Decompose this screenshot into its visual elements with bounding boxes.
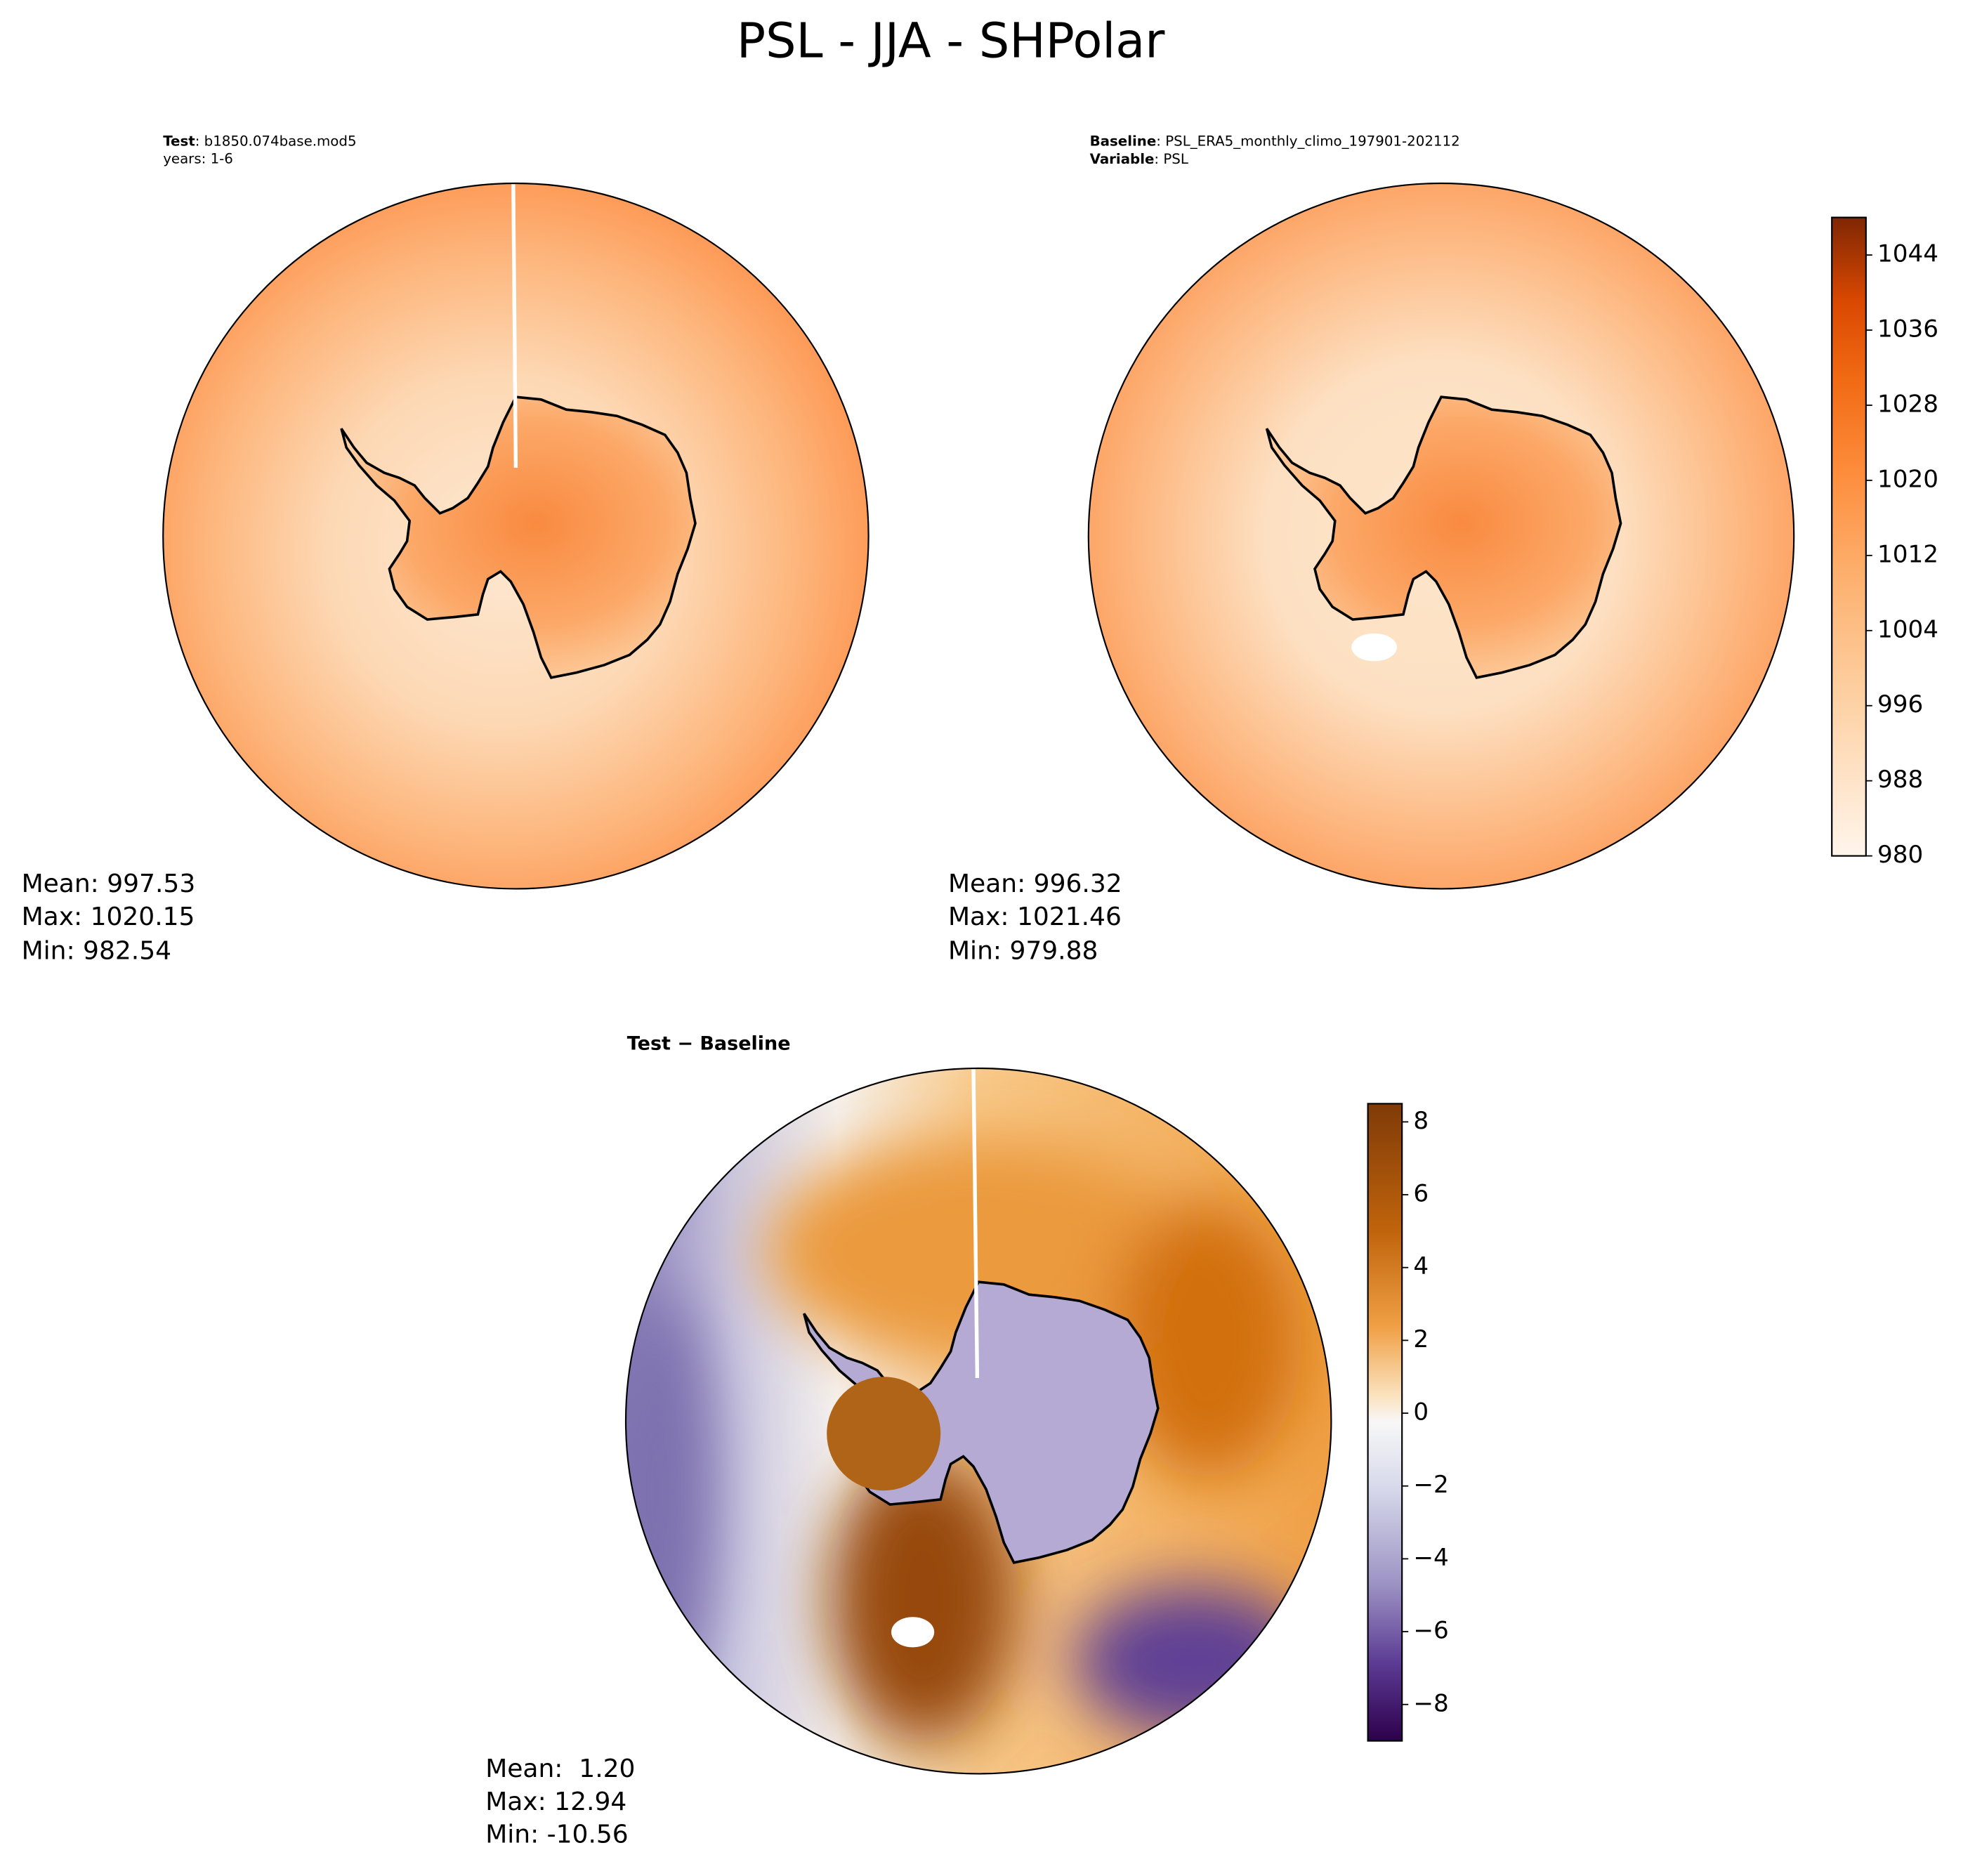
panel-header: Variable: PSL	[1090, 150, 1188, 166]
figure-content: PSL - JJA - SHPolar Test: b1850.074base.…	[22, 14, 1938, 1849]
stat: Mean: 997.53	[22, 870, 196, 898]
antarctica	[802, 1280, 1160, 1564]
colorbar-tick-label: 6	[1413, 1180, 1429, 1208]
panel-header: years: 1-6	[163, 150, 233, 166]
stat: Mean: 996.32	[948, 870, 1122, 898]
figure-title: PSL - JJA - SHPolar	[737, 14, 1165, 70]
header-text: : PSL	[1154, 150, 1188, 166]
seam	[971, 1068, 980, 1379]
colorbar-tick-label: −6	[1413, 1617, 1448, 1645]
map-boundary	[624, 1067, 1332, 1775]
panel-header: Baseline: PSL_ERA5_monthly_climo_197901-…	[1090, 133, 1460, 149]
stat: Min: 979.88	[948, 936, 1098, 965]
colorbar-tick-label: 980	[1877, 841, 1923, 869]
colorbar-tick-label: 4	[1413, 1252, 1429, 1280]
colorbar-tick-label: 1028	[1877, 390, 1938, 418]
map-boundary	[162, 182, 869, 890]
panel-header: Test − Baseline	[627, 1032, 791, 1054]
stat: Max: 12.94	[485, 1788, 626, 1816]
colorbar-tick-label: 1036	[1877, 315, 1938, 343]
header-key: Test	[163, 133, 195, 149]
stat: Max: 1021.46	[948, 903, 1122, 931]
colorbar-tick-label: −4	[1413, 1544, 1448, 1572]
colorbar-tick-label: 1004	[1877, 615, 1938, 643]
colorbar-tick-label: 1012	[1877, 540, 1938, 568]
colorbar-tick-label: 1020	[1877, 465, 1938, 493]
panel-header: Test: b1850.074base.mod5	[163, 133, 356, 149]
map-boundary	[1087, 182, 1795, 890]
colorbar	[1367, 1103, 1403, 1742]
colorbar-tick-label: −8	[1413, 1689, 1448, 1717]
colorbar-tick-label: 2	[1413, 1325, 1429, 1353]
header-key: Baseline	[1090, 133, 1157, 149]
missing-area	[1351, 633, 1397, 662]
header-text: : b1850.074base.mod5	[195, 133, 357, 149]
missing-area	[891, 1617, 935, 1648]
header-text: : PSL_ERA5_monthly_climo_197901-202112	[1156, 133, 1459, 149]
colorbar-tick-label: −2	[1413, 1471, 1448, 1499]
stat: Min: 982.54	[22, 936, 171, 965]
colorbar-tick-label: 8	[1413, 1107, 1429, 1135]
colorbar-tick-label: 1044	[1877, 240, 1938, 268]
stat: Max: 1020.15	[22, 903, 195, 931]
header-key: Variable	[1090, 150, 1155, 166]
colorbar-tick-label: 996	[1877, 690, 1923, 719]
stat: Mean: 1.20	[485, 1754, 635, 1783]
colorbar	[1831, 216, 1867, 857]
stat: Min: -10.56	[485, 1821, 629, 1849]
seam	[511, 183, 518, 468]
colorbar-tick-label: 0	[1413, 1398, 1429, 1426]
colorbar-tick-label: 988	[1877, 766, 1923, 794]
